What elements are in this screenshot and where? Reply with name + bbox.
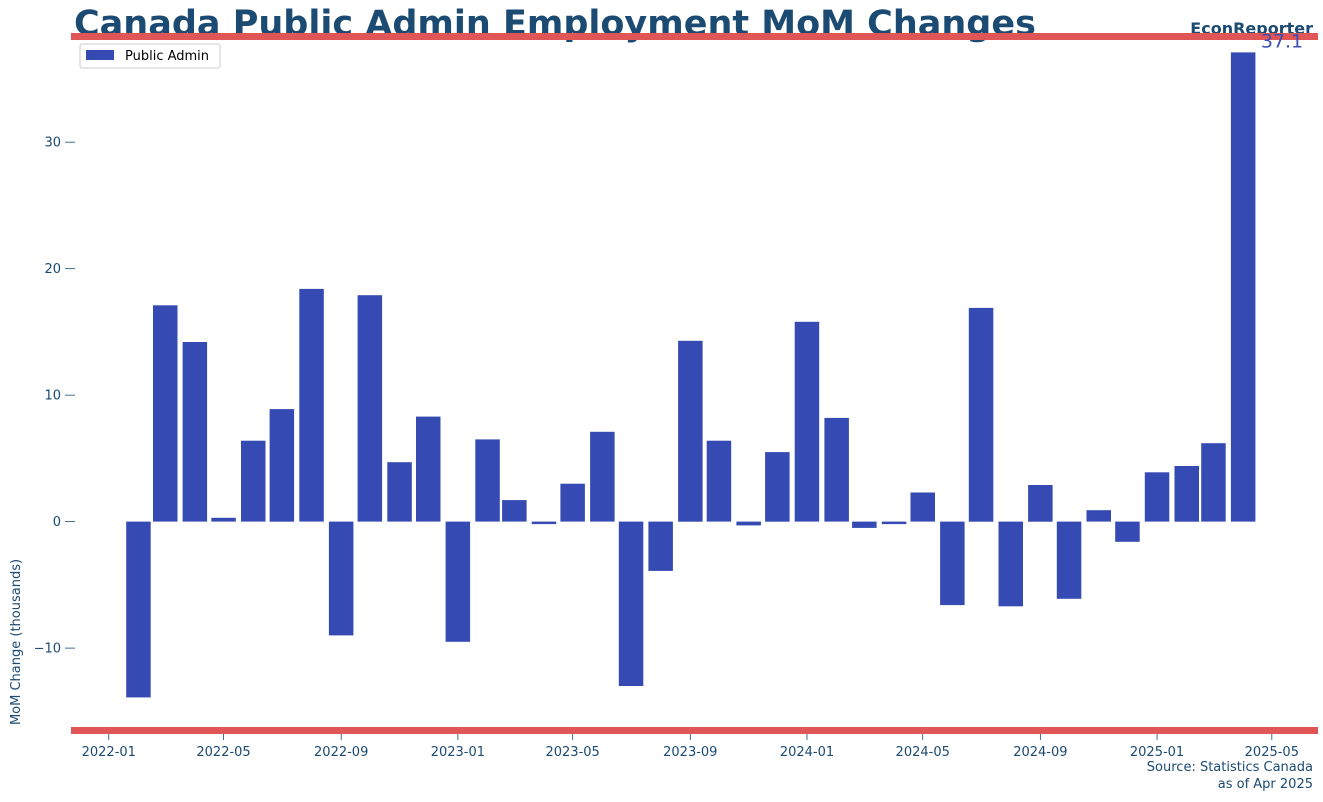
bar bbox=[1056, 521, 1082, 599]
bar bbox=[299, 288, 324, 522]
source-text: Source: Statistics Canada bbox=[1146, 760, 1313, 775]
bar bbox=[153, 305, 178, 522]
bar bbox=[706, 440, 732, 522]
y-axis-ticks: −10 0 10 20 30 bbox=[34, 136, 75, 657]
y-tick-label: 20 bbox=[44, 262, 61, 277]
x-tick-label: 2022-09 bbox=[314, 745, 368, 760]
bar bbox=[328, 521, 354, 636]
x-tick-label: 2025-01 bbox=[1130, 745, 1184, 760]
y-tick-label: 0 bbox=[53, 515, 61, 530]
bar bbox=[211, 517, 236, 522]
y-axis-label: MoM Change (thousands) bbox=[9, 559, 24, 725]
legend: Public Admin bbox=[79, 43, 221, 69]
y-tick-label: −10 bbox=[34, 642, 61, 657]
bar bbox=[678, 340, 703, 522]
x-tick-label: 2022-05 bbox=[196, 745, 250, 760]
bar bbox=[416, 416, 441, 522]
bar bbox=[126, 521, 151, 698]
bar bbox=[618, 521, 644, 686]
bar bbox=[1201, 443, 1226, 522]
y-tick-label: 30 bbox=[44, 136, 61, 151]
bar bbox=[357, 295, 383, 522]
bar bbox=[852, 521, 877, 528]
x-tick-label: 2024-01 bbox=[780, 745, 834, 760]
y-tick-label: 10 bbox=[44, 389, 61, 404]
x-tick-label: 2022-01 bbox=[82, 745, 136, 760]
as-of-text: as of Apr 2025 bbox=[1217, 777, 1313, 792]
x-tick-label: 2023-05 bbox=[545, 745, 599, 760]
bar bbox=[765, 452, 790, 522]
bar bbox=[824, 417, 849, 522]
x-tick-label: 2024-05 bbox=[896, 745, 950, 760]
bar bbox=[1028, 485, 1053, 522]
bar bbox=[269, 409, 295, 522]
bar bbox=[1230, 52, 1256, 522]
last-value-annotation: 37.1 bbox=[1261, 30, 1303, 52]
bar bbox=[998, 521, 1023, 607]
bar bbox=[241, 440, 266, 522]
top-accent-line bbox=[71, 33, 1318, 40]
bar bbox=[445, 521, 471, 642]
bar bbox=[560, 483, 585, 522]
bar bbox=[182, 342, 208, 522]
bar bbox=[940, 521, 965, 606]
bar bbox=[590, 431, 615, 522]
bar bbox=[794, 321, 820, 522]
bar bbox=[881, 521, 907, 525]
legend-swatch bbox=[86, 50, 114, 60]
x-tick-label: 2023-09 bbox=[663, 745, 717, 760]
bottom-accent-line bbox=[71, 727, 1318, 734]
bar bbox=[1115, 521, 1140, 542]
x-axis-ticks: 2022-01 2022-05 2022-09 2023-01 2023-05 2023-… bbox=[82, 734, 1299, 760]
x-tick-label: 2024-09 bbox=[1013, 745, 1067, 760]
bar bbox=[1086, 510, 1111, 522]
bar bbox=[475, 439, 500, 522]
bar bbox=[387, 462, 412, 522]
source-note: Source: Statistics Canada as of Apr 2025 bbox=[1147, 759, 1313, 793]
bar bbox=[531, 521, 557, 525]
x-tick-label: 2023-01 bbox=[431, 745, 485, 760]
bar bbox=[910, 492, 935, 522]
bars-group bbox=[126, 52, 1256, 698]
legend-box bbox=[79, 43, 221, 69]
bar bbox=[648, 521, 673, 571]
legend-label: Public Admin bbox=[125, 49, 209, 64]
bar bbox=[1174, 466, 1199, 522]
bar bbox=[736, 521, 761, 526]
bar bbox=[502, 500, 527, 522]
bar bbox=[968, 307, 994, 522]
x-tick-label: 2025-05 bbox=[1245, 745, 1299, 760]
bar bbox=[1144, 472, 1170, 522]
